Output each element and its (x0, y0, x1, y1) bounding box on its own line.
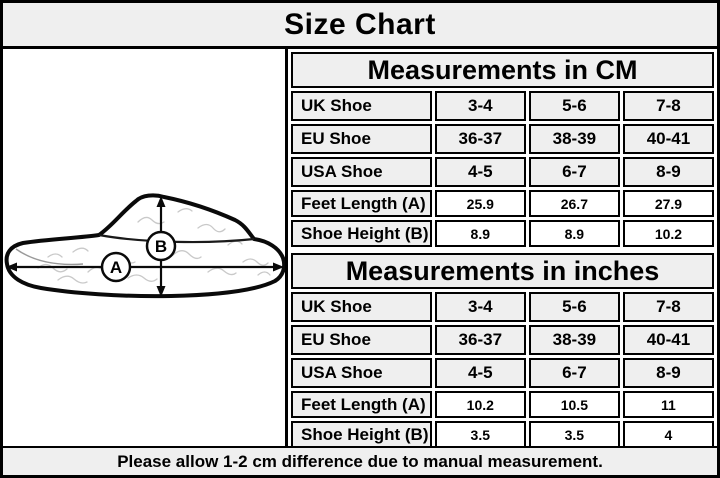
slipper-outline (4, 193, 285, 299)
slipper-illustration-panel: A B (3, 49, 288, 446)
row-label: USA Shoe (291, 157, 432, 187)
table-row: USA Shoe 4-5 6-7 8-9 (291, 358, 714, 388)
label-b-circle (145, 230, 177, 262)
length-arrowhead-right (273, 262, 284, 272)
cell-value: 8.9 (528, 220, 620, 247)
cell-value: 3-4 (434, 292, 526, 322)
cell-value: 8-9 (622, 358, 714, 388)
measurement-tables: Measurements in CM UK Shoe 3-4 5-6 7-8 E… (288, 49, 717, 448)
footbed-line (98, 233, 255, 244)
table-row: EU Shoe 36-37 38-39 40-41 (291, 325, 714, 355)
cell-value: 8-9 (622, 157, 714, 187)
table-row: USA Shoe 4-5 6-7 8-9 (291, 157, 714, 187)
length-arrowhead-left (6, 262, 17, 272)
row-label: EU Shoe (291, 325, 432, 355)
label-a-text: A (110, 258, 122, 277)
cell-value: 7-8 (622, 292, 714, 322)
inches-table-header: Measurements in inches (291, 253, 714, 289)
inches-table-header-row: Measurements in inches (291, 253, 714, 289)
table-row: UK Shoe 3-4 5-6 7-8 (291, 91, 714, 121)
cell-value: 40-41 (622, 124, 714, 154)
row-label: Feet Length (A) (291, 190, 432, 217)
table-row: Feet Length (A) 25.9 26.7 27.9 (291, 190, 714, 217)
cell-value: 26.7 (528, 190, 620, 217)
cell-value: 10.2 (622, 220, 714, 247)
row-label: Shoe Height (B) (291, 421, 432, 448)
toe-inner-contour (15, 248, 84, 266)
cell-value: 3-4 (434, 91, 526, 121)
row-label: UK Shoe (291, 292, 432, 322)
height-arrowhead-top (156, 196, 166, 207)
cm-table-header: Measurements in CM (291, 52, 714, 88)
cell-value: 11 (622, 391, 714, 418)
page-title: Size Chart (3, 3, 717, 49)
cell-value: 25.9 (434, 190, 526, 217)
label-b-text: B (155, 237, 167, 256)
cm-table-header-row: Measurements in CM (291, 52, 714, 88)
cell-value: 36-37 (434, 325, 526, 355)
label-a-circle (100, 251, 132, 283)
row-label: UK Shoe (291, 91, 432, 121)
cell-value: 3.5 (528, 421, 620, 448)
cell-value: 4 (622, 421, 714, 448)
cell-value: 6-7 (528, 358, 620, 388)
content-area: A B Measurements in CM UK Shoe 3-4 5-6 7… (3, 49, 717, 448)
table-row: EU Shoe 36-37 38-39 40-41 (291, 124, 714, 154)
table-row: Shoe Height (B) 8.9 8.9 10.2 (291, 220, 714, 247)
inches-table: Measurements in inches UK Shoe 3-4 5-6 7… (288, 250, 717, 451)
height-arrowhead-bottom (156, 286, 166, 297)
cm-table: Measurements in CM UK Shoe 3-4 5-6 7-8 E… (288, 49, 717, 250)
cell-value: 8.9 (434, 220, 526, 247)
footer-note: Please allow 1-2 cm difference due to ma… (3, 446, 717, 475)
row-label: Shoe Height (B) (291, 220, 432, 247)
slipper-illustration: A B (4, 193, 285, 299)
table-row: Feet Length (A) 10.2 10.5 11 (291, 391, 714, 418)
cell-value: 40-41 (622, 325, 714, 355)
row-label: EU Shoe (291, 124, 432, 154)
cell-value: 5-6 (528, 91, 620, 121)
cell-value: 27.9 (622, 190, 714, 217)
cell-value: 4-5 (434, 358, 526, 388)
cell-value: 38-39 (528, 124, 620, 154)
cell-value: 38-39 (528, 325, 620, 355)
cell-value: 10.2 (434, 391, 526, 418)
cell-value: 6-7 (528, 157, 620, 187)
row-label: Feet Length (A) (291, 391, 432, 418)
table-row: Shoe Height (B) 3.5 3.5 4 (291, 421, 714, 448)
table-row: UK Shoe 3-4 5-6 7-8 (291, 292, 714, 322)
cell-value: 4-5 (434, 157, 526, 187)
row-label: USA Shoe (291, 358, 432, 388)
cell-value: 10.5 (528, 391, 620, 418)
cell-value: 7-8 (622, 91, 714, 121)
cell-value: 36-37 (434, 124, 526, 154)
cell-value: 5-6 (528, 292, 620, 322)
cell-value: 3.5 (434, 421, 526, 448)
